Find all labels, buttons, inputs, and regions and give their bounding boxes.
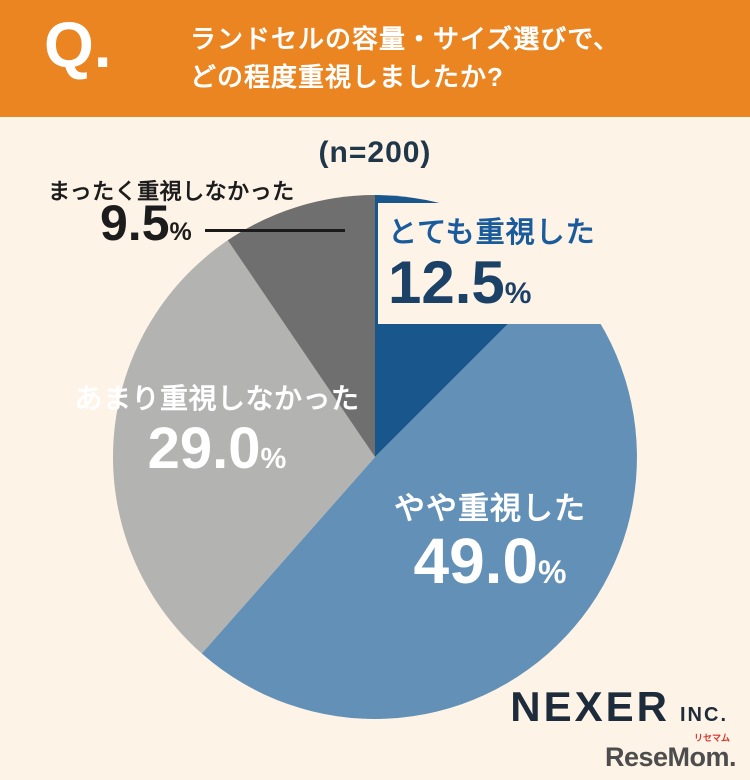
- question-header: Q. ランドセルの容量・サイズ選びで、 どの程度重視しましたか?: [0, 0, 750, 117]
- percent-sign: %: [538, 554, 567, 590]
- watermark-logo: リセマム ReseMom.: [604, 733, 737, 772]
- segment-label-block-amari: あまり重視しなかった 29.0%: [62, 377, 372, 481]
- segment-value-totemo: 12.5%: [388, 251, 596, 314]
- percent-value: 12.5: [388, 249, 505, 316]
- segment-label-amari: あまり重視しなかった: [74, 383, 360, 414]
- question-text: ランドセルの容量・サイズ選びで、 どの程度重視しましたか?: [190, 20, 620, 97]
- sample-size-label: (n=200): [318, 136, 432, 169]
- segment-value-mattaku: 9.5%: [100, 198, 192, 248]
- segment-label-block-yaya: やや重視した 49.0%: [360, 483, 620, 595]
- brand-suffix: INC.: [680, 704, 728, 726]
- segment-value-yaya: 49.0%: [360, 525, 620, 597]
- pie-slice-2: [113, 240, 375, 654]
- segment-value-amari: 29.0%: [62, 417, 372, 481]
- percent-sign: %: [260, 443, 287, 475]
- percent-sign: %: [504, 277, 532, 310]
- percent-value: 9.5: [100, 195, 170, 251]
- watermark-text: ReseMom.: [604, 742, 737, 772]
- q-mark: Q.: [44, 9, 112, 81]
- question-line-1: ランドセルの容量・サイズ選びで、: [190, 24, 621, 54]
- watermark-ruby: リセマム: [693, 733, 730, 743]
- leader-line: [205, 229, 345, 232]
- percent-value: 29.0: [147, 416, 261, 481]
- segment-label-block-totemo: とても重視した 12.5%: [378, 203, 614, 324]
- pie-slice-1: [201, 271, 637, 719]
- segment-label-yaya: やや重視した: [394, 491, 586, 526]
- percent-value: 49.0: [413, 525, 539, 597]
- brand-logo: NEXER INC.: [510, 683, 728, 731]
- percent-sign: %: [169, 218, 192, 246]
- brand-name: NEXER: [510, 683, 670, 730]
- pie-slice-3: [227, 195, 375, 457]
- segment-label-totemo: とても重視した: [388, 217, 596, 249]
- segment-label-mattaku: まったく重視しなかった: [48, 179, 295, 204]
- question-line-2: どの程度重視しましたか?: [190, 62, 504, 93]
